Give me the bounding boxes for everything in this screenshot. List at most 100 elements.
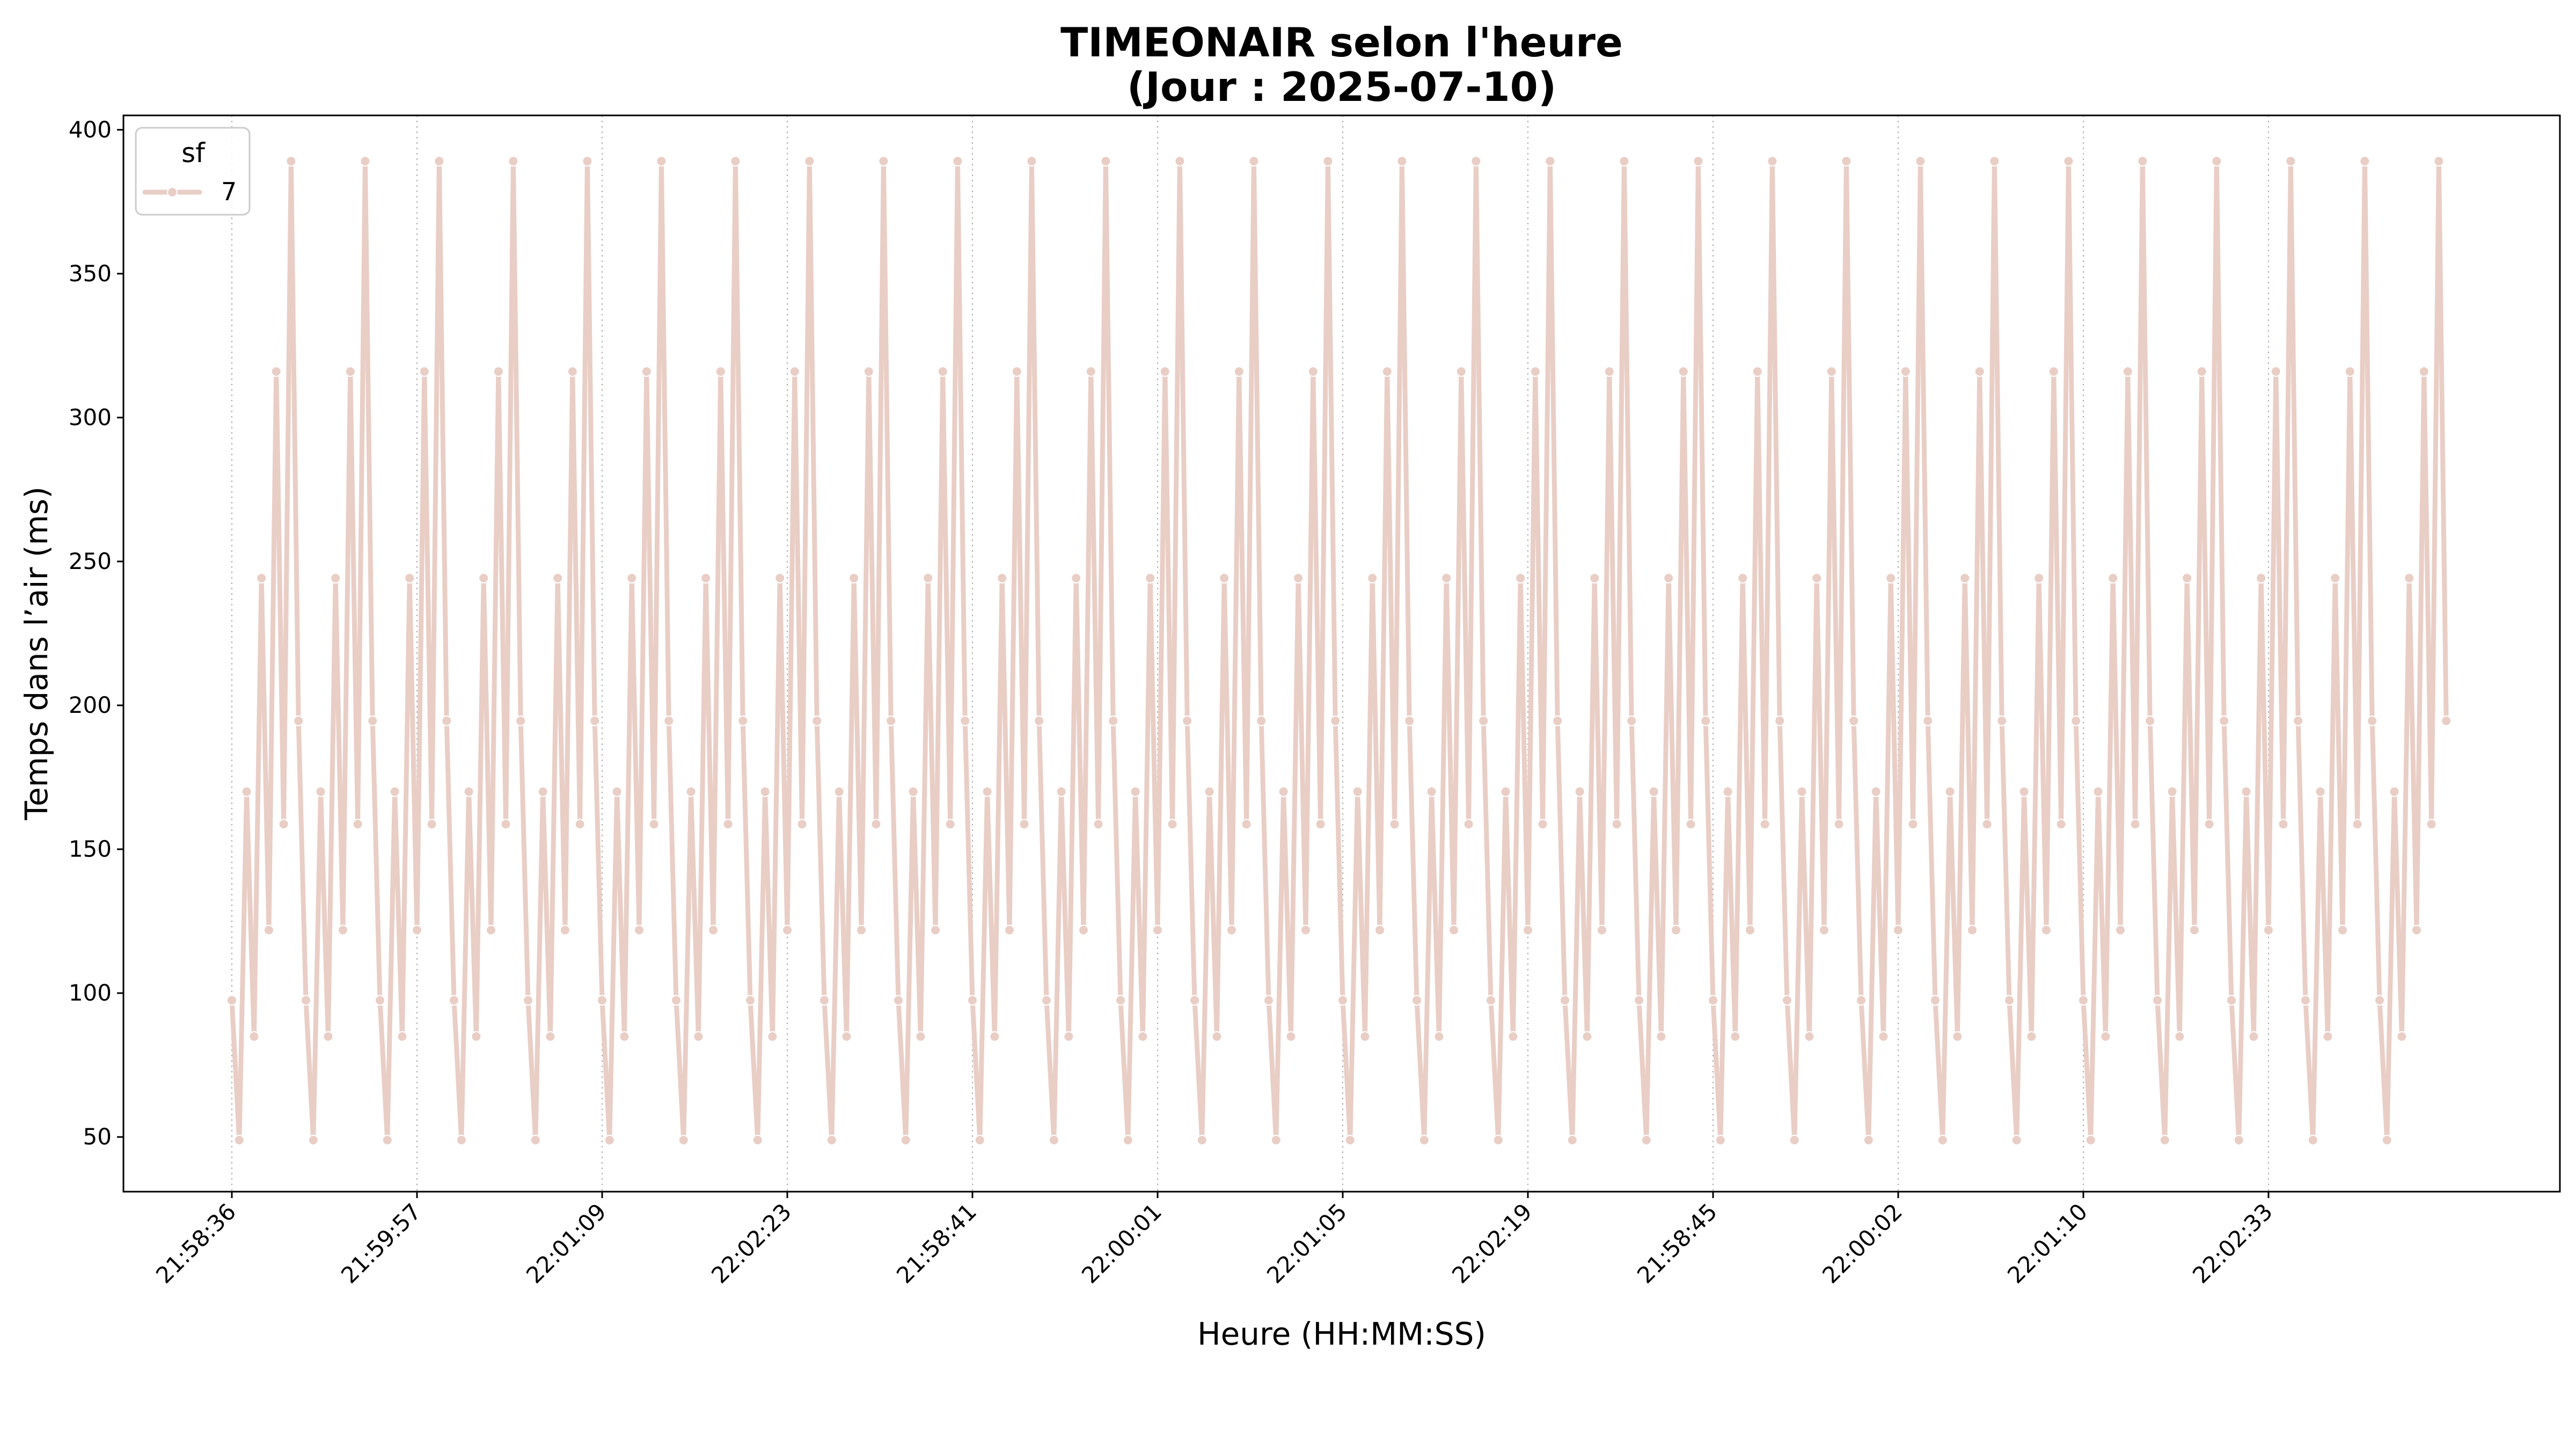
data-point	[2374, 995, 2385, 1006]
data-point	[1952, 1031, 1963, 1042]
data-point	[2396, 1031, 2407, 1042]
data-point	[1515, 573, 1526, 583]
data-point	[1922, 715, 1934, 726]
data-point	[2107, 573, 2119, 583]
data-point	[537, 786, 548, 797]
data-point	[1256, 715, 1267, 726]
data-point	[937, 366, 948, 377]
data-point	[1418, 1135, 1430, 1145]
y-tick-label: 400	[69, 116, 112, 143]
data-point	[233, 1135, 245, 1145]
data-point	[1344, 1135, 1356, 1145]
data-point	[737, 715, 749, 726]
data-point	[1507, 1031, 1519, 1042]
data-point	[1767, 156, 1778, 167]
data-point	[1145, 573, 1156, 583]
data-point	[678, 1135, 689, 1145]
data-point	[1693, 156, 1704, 167]
data-point	[1189, 995, 1200, 1006]
data-point	[1523, 924, 1533, 936]
data-point	[1745, 924, 1755, 936]
data-point	[1789, 1135, 1800, 1145]
data-point	[1552, 715, 1563, 726]
data-point	[2152, 995, 2163, 1006]
data-point	[1848, 715, 1860, 726]
data-point	[2322, 1031, 2333, 1042]
data-point	[967, 995, 978, 1006]
data-point	[2248, 1031, 2259, 1042]
data-point	[1833, 819, 1845, 830]
data-point	[1730, 1031, 1741, 1042]
data-point	[1545, 156, 1556, 167]
data-point	[1974, 366, 1985, 377]
data-point	[1078, 924, 1089, 936]
data-point	[2048, 366, 2059, 377]
data-point	[2018, 786, 2030, 797]
data-point	[308, 1135, 319, 1145]
data-point	[1034, 715, 1045, 726]
data-point	[974, 1135, 985, 1145]
data-point	[1996, 715, 2008, 726]
data-point	[1981, 819, 1993, 830]
data-point	[1196, 1135, 1208, 1145]
y-tick-label: 250	[69, 548, 112, 574]
data-point	[1359, 1031, 1371, 1042]
data-point	[856, 924, 867, 936]
legend[interactable]: sf 7	[135, 127, 251, 216]
data-point	[1122, 1135, 1133, 1145]
data-point	[819, 995, 830, 1006]
data-point	[471, 1031, 482, 1042]
data-point	[826, 1135, 837, 1145]
data-point	[1663, 573, 1674, 583]
y-axis-label: Temps dans l’air (ms)	[18, 486, 55, 820]
data-point	[360, 156, 371, 167]
data-point	[1048, 1135, 1059, 1145]
data-point	[264, 924, 274, 936]
data-point	[2211, 156, 2222, 167]
data-point	[2241, 786, 2252, 797]
data-point	[1678, 366, 1689, 377]
y-axis-ticks: 50 100 150 200 250 300 350 400	[69, 116, 123, 1150]
legend-entry-label: 7	[221, 177, 237, 206]
data-point	[2433, 156, 2445, 167]
y-tick-label: 100	[69, 980, 112, 1006]
y-tick-label: 50	[83, 1123, 112, 1150]
data-point	[671, 995, 682, 1006]
data-point	[1389, 819, 1400, 830]
data-point	[1441, 573, 1452, 583]
data-point	[1708, 995, 1718, 1006]
data-point	[1841, 156, 1852, 167]
data-point	[1026, 156, 1037, 167]
data-point	[1878, 1031, 1889, 1042]
data-point	[1152, 924, 1163, 936]
data-point	[634, 924, 645, 936]
data-point	[2004, 995, 2015, 1006]
data-point	[1367, 573, 1378, 583]
data-point	[441, 715, 452, 726]
data-point	[1137, 1031, 1148, 1042]
data-point	[338, 924, 348, 936]
data-point	[1241, 819, 1252, 830]
y-tick-label: 300	[69, 404, 112, 431]
data-point	[2441, 715, 2452, 726]
data-point	[241, 786, 252, 797]
data-point	[500, 819, 511, 830]
data-point	[278, 819, 289, 830]
data-point	[1226, 924, 1237, 936]
data-point	[900, 1135, 911, 1145]
data-point	[1656, 1031, 1667, 1042]
data-point	[270, 366, 282, 377]
data-point	[1944, 786, 1956, 797]
data-point	[2011, 1135, 2022, 1145]
data-point	[2300, 995, 2311, 1006]
data-point	[878, 156, 889, 167]
data-point	[982, 786, 993, 797]
data-point	[1085, 366, 1096, 377]
data-point	[1819, 924, 1829, 936]
data-point	[248, 1031, 260, 1042]
data-point	[997, 573, 1008, 583]
data-point	[1930, 995, 1941, 1006]
data-point	[1307, 366, 1319, 377]
data-point	[2411, 924, 2422, 936]
data-point	[2426, 819, 2437, 830]
